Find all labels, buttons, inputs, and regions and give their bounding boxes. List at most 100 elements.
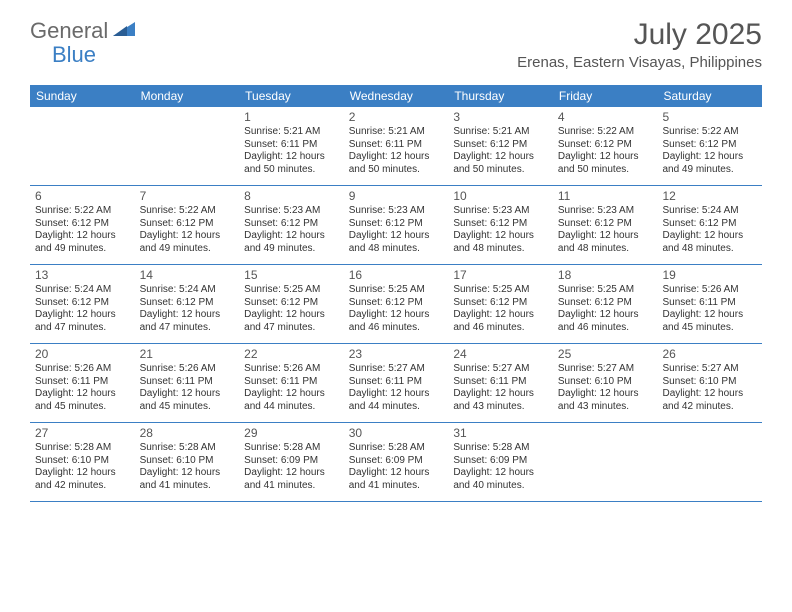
daylight-text: Daylight: 12 hours and 46 minutes. <box>349 309 444 334</box>
sunset-text: Sunset: 6:09 PM <box>349 455 444 468</box>
logo-text-blue: Blue <box>52 42 96 68</box>
sunrise-text: Sunrise: 5:26 AM <box>140 363 235 376</box>
daylight-text: Daylight: 12 hours and 41 minutes. <box>140 467 235 492</box>
sunset-text: Sunset: 6:12 PM <box>349 297 444 310</box>
sunrise-text: Sunrise: 5:23 AM <box>244 205 339 218</box>
sunset-text: Sunset: 6:12 PM <box>244 218 339 231</box>
sunset-text: Sunset: 6:11 PM <box>349 376 444 389</box>
day-number: 14 <box>140 268 235 283</box>
calendar-cell: 8Sunrise: 5:23 AMSunset: 6:12 PMDaylight… <box>239 186 344 264</box>
sunrise-text: Sunrise: 5:23 AM <box>453 205 548 218</box>
calendar-cell: 24Sunrise: 5:27 AMSunset: 6:11 PMDayligh… <box>448 344 553 422</box>
sunset-text: Sunset: 6:12 PM <box>140 218 235 231</box>
calendar-cell: 26Sunrise: 5:27 AMSunset: 6:10 PMDayligh… <box>657 344 762 422</box>
sunrise-text: Sunrise: 5:24 AM <box>662 205 757 218</box>
sunset-text: Sunset: 6:12 PM <box>35 218 130 231</box>
weekday-header: Sunday <box>30 85 135 107</box>
sunrise-text: Sunrise: 5:25 AM <box>453 284 548 297</box>
day-number: 2 <box>349 110 444 125</box>
sunrise-text: Sunrise: 5:25 AM <box>558 284 653 297</box>
sunset-text: Sunset: 6:12 PM <box>558 139 653 152</box>
sunrise-text: Sunrise: 5:26 AM <box>35 363 130 376</box>
sunrise-text: Sunrise: 5:28 AM <box>244 442 339 455</box>
daylight-text: Daylight: 12 hours and 50 minutes. <box>453 151 548 176</box>
sunrise-text: Sunrise: 5:27 AM <box>558 363 653 376</box>
daylight-text: Daylight: 12 hours and 42 minutes. <box>35 467 130 492</box>
calendar-cell: 4Sunrise: 5:22 AMSunset: 6:12 PMDaylight… <box>553 107 658 185</box>
sunrise-text: Sunrise: 5:21 AM <box>453 126 548 139</box>
sunset-text: Sunset: 6:12 PM <box>558 218 653 231</box>
calendar-cell: 28Sunrise: 5:28 AMSunset: 6:10 PMDayligh… <box>135 423 240 501</box>
daylight-text: Daylight: 12 hours and 44 minutes. <box>244 388 339 413</box>
daylight-text: Daylight: 12 hours and 45 minutes. <box>35 388 130 413</box>
calendar-week-row: 13Sunrise: 5:24 AMSunset: 6:12 PMDayligh… <box>30 265 762 344</box>
calendar-cell: 31Sunrise: 5:28 AMSunset: 6:09 PMDayligh… <box>448 423 553 501</box>
sunset-text: Sunset: 6:10 PM <box>558 376 653 389</box>
sunrise-text: Sunrise: 5:23 AM <box>349 205 444 218</box>
sunrise-text: Sunrise: 5:25 AM <box>349 284 444 297</box>
calendar-cell: 9Sunrise: 5:23 AMSunset: 6:12 PMDaylight… <box>344 186 449 264</box>
day-number: 9 <box>349 189 444 204</box>
sunrise-text: Sunrise: 5:26 AM <box>662 284 757 297</box>
daylight-text: Daylight: 12 hours and 48 minutes. <box>453 230 548 255</box>
daylight-text: Daylight: 12 hours and 45 minutes. <box>662 309 757 334</box>
sunset-text: Sunset: 6:12 PM <box>558 297 653 310</box>
logo: General Blue <box>30 18 137 44</box>
sunrise-text: Sunrise: 5:24 AM <box>140 284 235 297</box>
daylight-text: Daylight: 12 hours and 48 minutes. <box>662 230 757 255</box>
logo-text-general: General <box>30 18 108 44</box>
daylight-text: Daylight: 12 hours and 49 minutes. <box>35 230 130 255</box>
day-number: 16 <box>349 268 444 283</box>
daylight-text: Daylight: 12 hours and 49 minutes. <box>662 151 757 176</box>
sunset-text: Sunset: 6:12 PM <box>35 297 130 310</box>
sunrise-text: Sunrise: 5:28 AM <box>349 442 444 455</box>
daylight-text: Daylight: 12 hours and 44 minutes. <box>349 388 444 413</box>
title-block: July 2025 Erenas, Eastern Visayas, Phili… <box>517 18 762 71</box>
weekday-header: Wednesday <box>344 85 449 107</box>
day-number: 15 <box>244 268 339 283</box>
calendar-cell: 25Sunrise: 5:27 AMSunset: 6:10 PMDayligh… <box>553 344 658 422</box>
day-number: 20 <box>35 347 130 362</box>
day-number: 30 <box>349 426 444 441</box>
calendar-cell <box>30 107 135 185</box>
calendar-week-row: 20Sunrise: 5:26 AMSunset: 6:11 PMDayligh… <box>30 344 762 423</box>
calendar-cell: 29Sunrise: 5:28 AMSunset: 6:09 PMDayligh… <box>239 423 344 501</box>
day-number: 10 <box>453 189 548 204</box>
weekday-header-row: Sunday Monday Tuesday Wednesday Thursday… <box>30 85 762 107</box>
day-number: 29 <box>244 426 339 441</box>
calendar-cell: 12Sunrise: 5:24 AMSunset: 6:12 PMDayligh… <box>657 186 762 264</box>
calendar-cell: 23Sunrise: 5:27 AMSunset: 6:11 PMDayligh… <box>344 344 449 422</box>
calendar-cell: 18Sunrise: 5:25 AMSunset: 6:12 PMDayligh… <box>553 265 658 343</box>
day-number: 28 <box>140 426 235 441</box>
weekday-header: Thursday <box>448 85 553 107</box>
daylight-text: Daylight: 12 hours and 41 minutes. <box>349 467 444 492</box>
daylight-text: Daylight: 12 hours and 46 minutes. <box>453 309 548 334</box>
day-number: 11 <box>558 189 653 204</box>
sunset-text: Sunset: 6:11 PM <box>35 376 130 389</box>
sunrise-text: Sunrise: 5:22 AM <box>558 126 653 139</box>
day-number: 3 <box>453 110 548 125</box>
sunrise-text: Sunrise: 5:21 AM <box>349 126 444 139</box>
calendar-week-row: 27Sunrise: 5:28 AMSunset: 6:10 PMDayligh… <box>30 423 762 502</box>
weekday-header: Friday <box>553 85 658 107</box>
sunset-text: Sunset: 6:10 PM <box>662 376 757 389</box>
daylight-text: Daylight: 12 hours and 48 minutes. <box>558 230 653 255</box>
sunset-text: Sunset: 6:11 PM <box>244 139 339 152</box>
calendar: Sunday Monday Tuesday Wednesday Thursday… <box>30 85 762 502</box>
day-number: 7 <box>140 189 235 204</box>
calendar-cell: 11Sunrise: 5:23 AMSunset: 6:12 PMDayligh… <box>553 186 658 264</box>
day-number: 25 <box>558 347 653 362</box>
sunset-text: Sunset: 6:10 PM <box>140 455 235 468</box>
day-number: 1 <box>244 110 339 125</box>
sunrise-text: Sunrise: 5:21 AM <box>244 126 339 139</box>
daylight-text: Daylight: 12 hours and 47 minutes. <box>244 309 339 334</box>
location-text: Erenas, Eastern Visayas, Philippines <box>517 54 762 71</box>
calendar-cell: 20Sunrise: 5:26 AMSunset: 6:11 PMDayligh… <box>30 344 135 422</box>
calendar-cell <box>553 423 658 501</box>
sunset-text: Sunset: 6:11 PM <box>662 297 757 310</box>
weekday-header: Monday <box>135 85 240 107</box>
calendar-cell: 10Sunrise: 5:23 AMSunset: 6:12 PMDayligh… <box>448 186 553 264</box>
daylight-text: Daylight: 12 hours and 49 minutes. <box>140 230 235 255</box>
calendar-cell: 7Sunrise: 5:22 AMSunset: 6:12 PMDaylight… <box>135 186 240 264</box>
calendar-cell: 19Sunrise: 5:26 AMSunset: 6:11 PMDayligh… <box>657 265 762 343</box>
